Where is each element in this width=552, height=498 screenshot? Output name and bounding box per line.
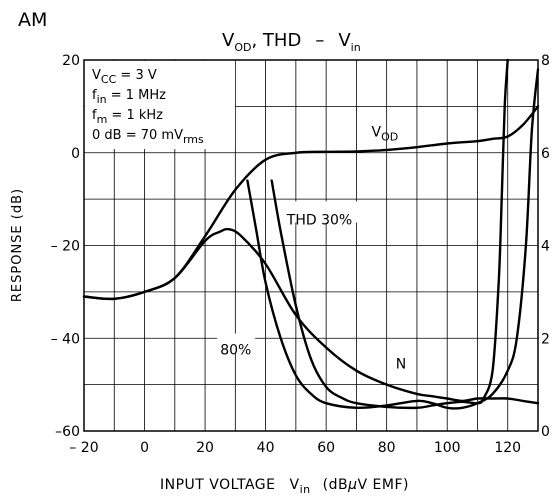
label-80-bg: [217, 333, 256, 354]
y-right-tick-label: 4: [541, 239, 550, 255]
condition-line: fm = 1 kHz: [92, 108, 163, 126]
condition-main: V: [92, 68, 101, 83]
series-label-80: 80%: [220, 342, 251, 358]
condition-sub: m: [97, 113, 108, 126]
title-v: V: [222, 30, 235, 51]
series-label-vod: VOD: [372, 125, 399, 144]
condition-main: f: [92, 108, 97, 123]
chart-title: VOD, THD – Vin: [222, 30, 361, 54]
y-left-tick-label: – 20: [51, 239, 80, 255]
condition-sub: in: [97, 93, 107, 106]
series-line-80: [246, 68, 540, 410]
vod-label-main: V: [372, 125, 382, 141]
tick-labels: – 20 0 20 40 60 80 100 120 –60 – 40 – 20 0 20 0 2 4 6 8: [51, 53, 550, 456]
x-tick-label: – 20: [69, 440, 98, 456]
y-right-tick-label: 8: [541, 53, 550, 69]
condition-line: VCC = 3 V: [92, 68, 157, 86]
x-label-v: V: [290, 477, 300, 493]
condition-rest: = 1 MHz: [107, 88, 167, 103]
x-tick-label: 60: [317, 440, 335, 456]
conditions-box: [85, 61, 235, 149]
vod-label-sub: OD: [381, 131, 398, 144]
title-in-sub: in: [351, 41, 361, 54]
title-dash: –: [315, 30, 324, 51]
y-left-tick-label: – 40: [51, 331, 80, 347]
x-label-mu: μ: [347, 477, 357, 493]
corner-label: AM: [18, 9, 47, 31]
series-line-thd-30: [270, 58, 509, 410]
title-od-sub: OD: [234, 41, 251, 54]
series-layer: [82, 58, 540, 410]
thd-label-bg: [283, 201, 366, 223]
condition-rest: = 3 V: [116, 68, 157, 83]
condition-main: 0 dB = 70 mV: [92, 128, 183, 143]
y-left-tick-label: 0: [71, 146, 80, 162]
x-label-part1: INPUT VOLTAGE: [160, 477, 276, 493]
x-tick-label: 120: [494, 440, 521, 456]
condition-rest: = 1 kHz: [107, 108, 163, 123]
x-tick-label: 100: [434, 440, 461, 456]
x-tick-label: 80: [378, 440, 396, 456]
y-right-tick-label: 0: [541, 424, 550, 440]
series-label-thd30: THD 30%: [286, 213, 352, 229]
condition-sub: rms: [183, 133, 204, 146]
y-right-tick-label: 2: [541, 331, 550, 347]
condition-line: fin = 1 MHz: [92, 88, 166, 106]
title-vin: V: [338, 30, 351, 51]
condition-line: 0 dB = 70 mVrms: [92, 128, 204, 146]
y-axis-label: RESPONSE (dB): [10, 188, 25, 302]
x-tick-label: 20: [196, 440, 214, 456]
condition-main: f: [92, 88, 97, 103]
x-label-part2: (dB: [323, 477, 348, 493]
x-axis-label: INPUT VOLTAGE Vin (dBμV EMF): [160, 477, 409, 496]
y-left-tick-label: –60: [55, 424, 80, 440]
y-left-tick-label: 20: [62, 53, 80, 69]
plot-frame: [83, 59, 539, 432]
x-label-part3: V EMF): [358, 477, 409, 493]
x-label-in-sub: in: [300, 483, 311, 496]
condition-sub: CC: [101, 73, 117, 86]
x-tick-label: 40: [257, 440, 275, 456]
y-right-tick-label: 6: [541, 146, 550, 162]
title-thd: , THD: [251, 30, 301, 51]
x-tick-label: 0: [140, 440, 149, 456]
series-label-n: N: [396, 356, 406, 372]
series-line-n: [82, 227, 540, 405]
